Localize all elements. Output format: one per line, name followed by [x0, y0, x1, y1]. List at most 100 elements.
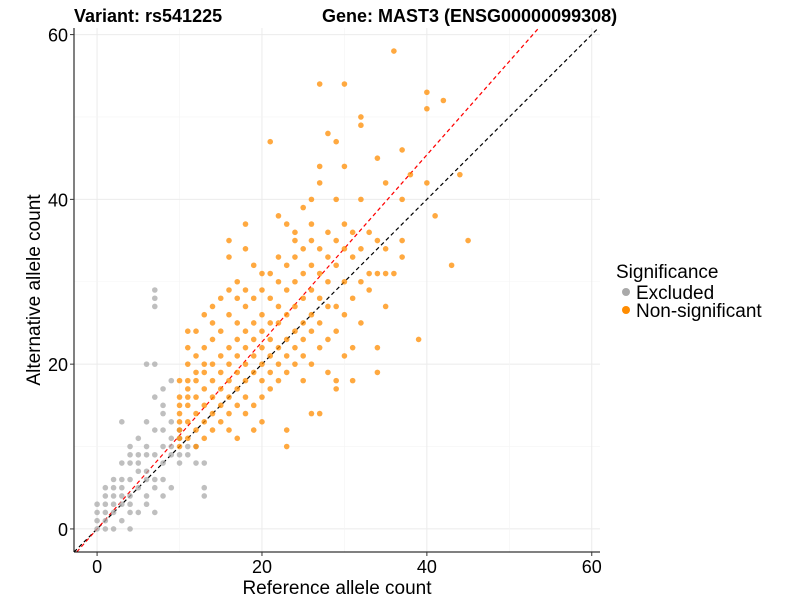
point-excluded — [168, 435, 175, 442]
point-non-significant — [300, 336, 306, 343]
point-excluded — [160, 427, 166, 433]
point-non-significant — [184, 361, 191, 367]
point-excluded — [160, 476, 166, 483]
point-excluded — [135, 460, 142, 466]
x-tick-label: 0 — [92, 557, 102, 577]
point-excluded — [151, 295, 158, 302]
point-non-significant — [333, 138, 339, 145]
point-non-significant — [176, 402, 183, 409]
reference-lines — [73, 27, 599, 553]
point-non-significant — [300, 295, 306, 302]
y-axis-label: Alternative allele count — [24, 194, 45, 386]
point-non-significant — [193, 410, 199, 417]
point-excluded — [102, 526, 109, 532]
point-non-significant — [184, 419, 191, 425]
x-tick-label: 40 — [417, 557, 437, 577]
point-excluded — [110, 493, 117, 499]
point-non-significant — [209, 427, 216, 433]
point-non-significant — [325, 254, 331, 260]
point-non-significant — [217, 353, 224, 359]
point-non-significant — [283, 369, 290, 376]
point-non-significant — [374, 155, 381, 161]
point-non-significant — [391, 270, 397, 277]
point-non-significant — [242, 394, 249, 400]
point-non-significant — [250, 369, 257, 376]
point-non-significant — [333, 377, 339, 384]
point-non-significant — [349, 344, 356, 351]
point-non-significant — [226, 311, 232, 318]
point-non-significant — [201, 361, 208, 367]
legend: Significance Excluded Non-significant — [616, 262, 762, 322]
legend-label-non-significant: Non-significant — [636, 301, 762, 322]
point-excluded — [127, 509, 133, 516]
chart-title-variant: Variant: rs541225 — [74, 6, 222, 26]
point-non-significant — [366, 270, 372, 277]
point-excluded — [151, 287, 158, 293]
point-non-significant — [184, 344, 191, 351]
point-non-significant — [201, 386, 208, 392]
point-non-significant — [259, 394, 265, 400]
x-axis-label: Reference allele count — [242, 578, 432, 599]
point-non-significant — [242, 287, 249, 293]
point-excluded — [127, 451, 133, 458]
point-non-significant — [250, 295, 257, 302]
point-non-significant — [382, 303, 389, 310]
point-excluded — [127, 443, 133, 450]
point-non-significant — [259, 328, 265, 334]
point-non-significant — [358, 278, 364, 285]
point-non-significant — [176, 419, 183, 425]
point-non-significant — [201, 344, 208, 351]
point-non-significant — [209, 377, 216, 384]
point-non-significant — [341, 311, 348, 318]
point-non-significant — [250, 320, 257, 326]
point-excluded — [102, 517, 109, 524]
point-non-significant — [341, 353, 348, 359]
point-non-significant — [448, 262, 455, 269]
point-non-significant — [209, 320, 216, 326]
point-excluded — [151, 303, 158, 310]
point-non-significant — [358, 114, 364, 120]
point-excluded — [135, 468, 142, 475]
point-excluded — [168, 419, 175, 425]
point-non-significant — [184, 435, 191, 442]
point-non-significant — [325, 303, 331, 310]
point-non-significant — [374, 369, 381, 376]
x-tick-label: 20 — [252, 557, 272, 577]
point-non-significant — [333, 303, 339, 310]
point-non-significant — [358, 122, 364, 129]
point-non-significant — [209, 336, 216, 343]
point-non-significant — [234, 278, 241, 285]
point-non-significant — [333, 386, 339, 392]
point-excluded — [143, 476, 150, 483]
point-non-significant — [259, 344, 265, 351]
point-non-significant — [242, 328, 249, 334]
point-non-significant — [325, 130, 331, 137]
ticks: 0 20 40 60 0 20 40 60 — [48, 26, 602, 577]
point-excluded — [193, 460, 199, 466]
point-non-significant — [391, 48, 397, 54]
point-non-significant — [283, 336, 290, 343]
point-non-significant — [250, 402, 257, 409]
point-non-significant — [316, 295, 323, 302]
point-excluded — [102, 493, 109, 499]
point-non-significant — [457, 171, 463, 178]
point-non-significant — [283, 311, 290, 318]
point-non-significant — [349, 295, 356, 302]
point-non-significant — [209, 410, 216, 417]
point-non-significant — [283, 287, 290, 293]
point-non-significant — [333, 262, 339, 269]
point-excluded — [184, 451, 191, 458]
point-non-significant — [226, 254, 232, 260]
point-non-significant — [374, 270, 381, 277]
point-non-significant — [193, 394, 199, 400]
point-non-significant — [382, 246, 389, 252]
point-excluded — [201, 493, 208, 499]
point-non-significant — [275, 361, 282, 367]
point-non-significant — [234, 435, 241, 442]
point-non-significant — [234, 386, 241, 392]
legend-title: Significance — [616, 262, 718, 283]
point-excluded — [143, 501, 150, 508]
point-excluded — [119, 493, 125, 499]
point-excluded — [94, 509, 100, 516]
point-non-significant — [217, 402, 224, 409]
